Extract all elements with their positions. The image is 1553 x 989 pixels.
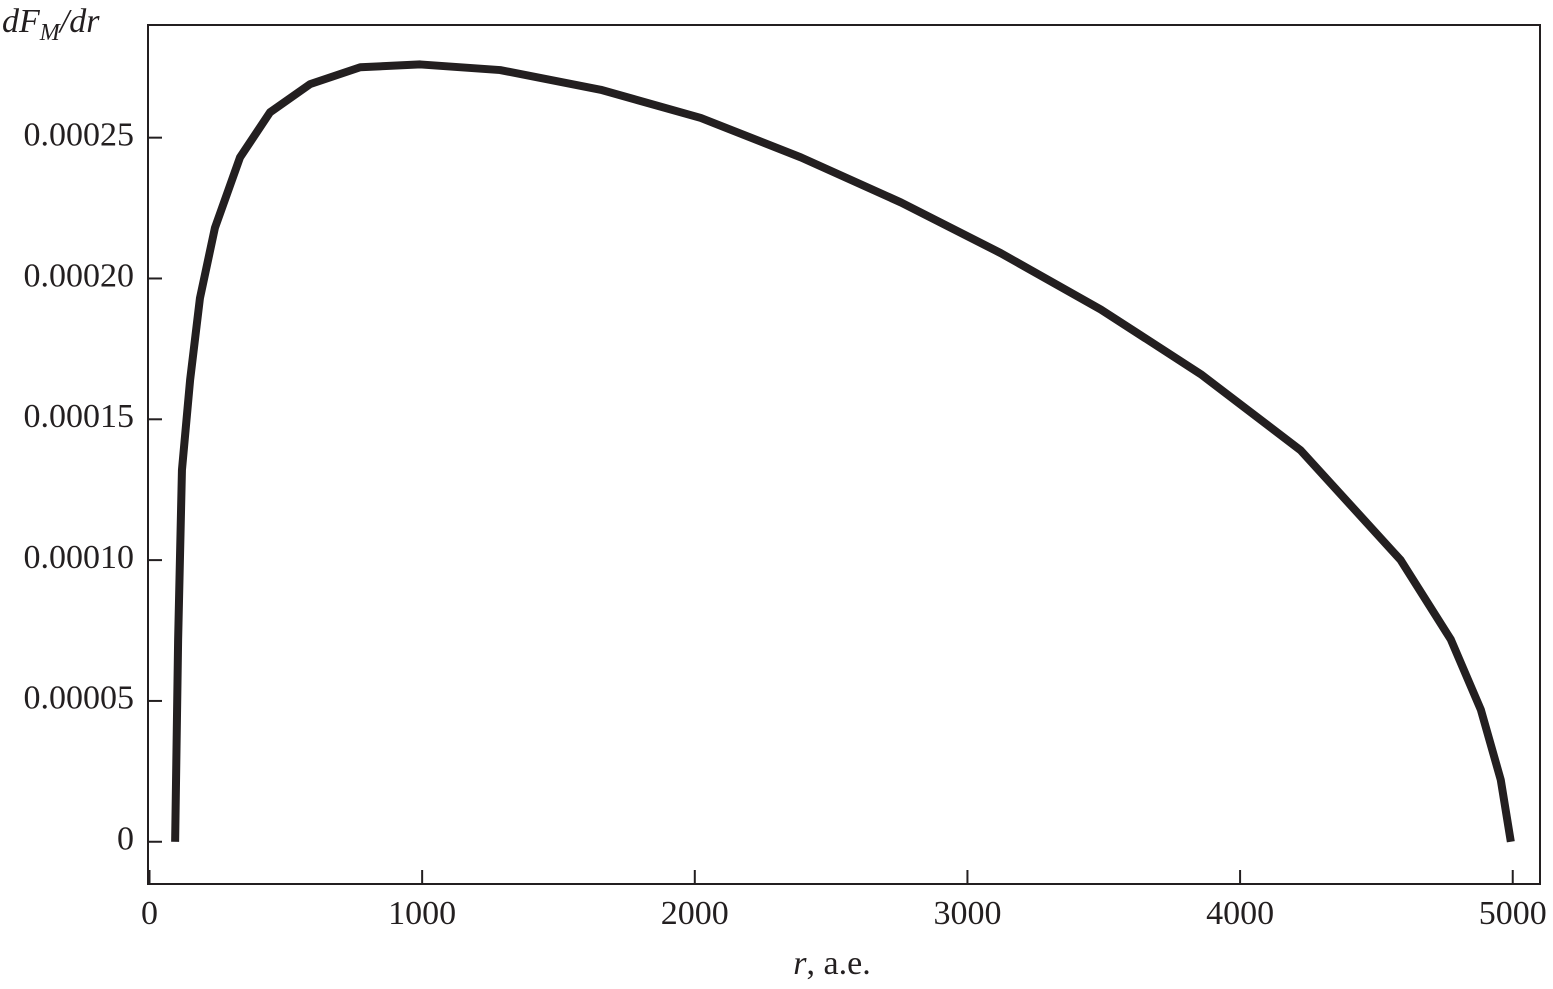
x-tick-label: 3000 xyxy=(933,895,1001,932)
y-tick-label: 0.00010 xyxy=(24,539,135,576)
x-tick-label: 2000 xyxy=(661,895,729,932)
y-axis-label: dFM/dr xyxy=(2,3,100,46)
y-tick-label: 0.00005 xyxy=(24,680,135,717)
plot-frame xyxy=(147,24,1541,885)
x-tick-label: 5000 xyxy=(1479,895,1547,932)
y-label-sub: M xyxy=(39,20,62,46)
y-tick-label: 0.00025 xyxy=(24,116,135,153)
curve xyxy=(171,60,1515,843)
y-tick-label: 0 xyxy=(117,821,134,858)
x-tick-label: 1000 xyxy=(388,895,456,932)
y-label-tail: /dr xyxy=(58,3,100,40)
x-tick-label: 4000 xyxy=(1206,895,1274,932)
x-label-var: r xyxy=(793,945,807,982)
y-label-main: dF xyxy=(2,3,41,40)
x-label-unit: , a.e. xyxy=(807,945,871,982)
y-tick-label: 0.00015 xyxy=(24,398,135,435)
y-tick-label: 0.00020 xyxy=(24,257,135,294)
x-tick-label: 0 xyxy=(141,895,158,932)
x-axis-label: r, a.e. xyxy=(793,945,870,982)
